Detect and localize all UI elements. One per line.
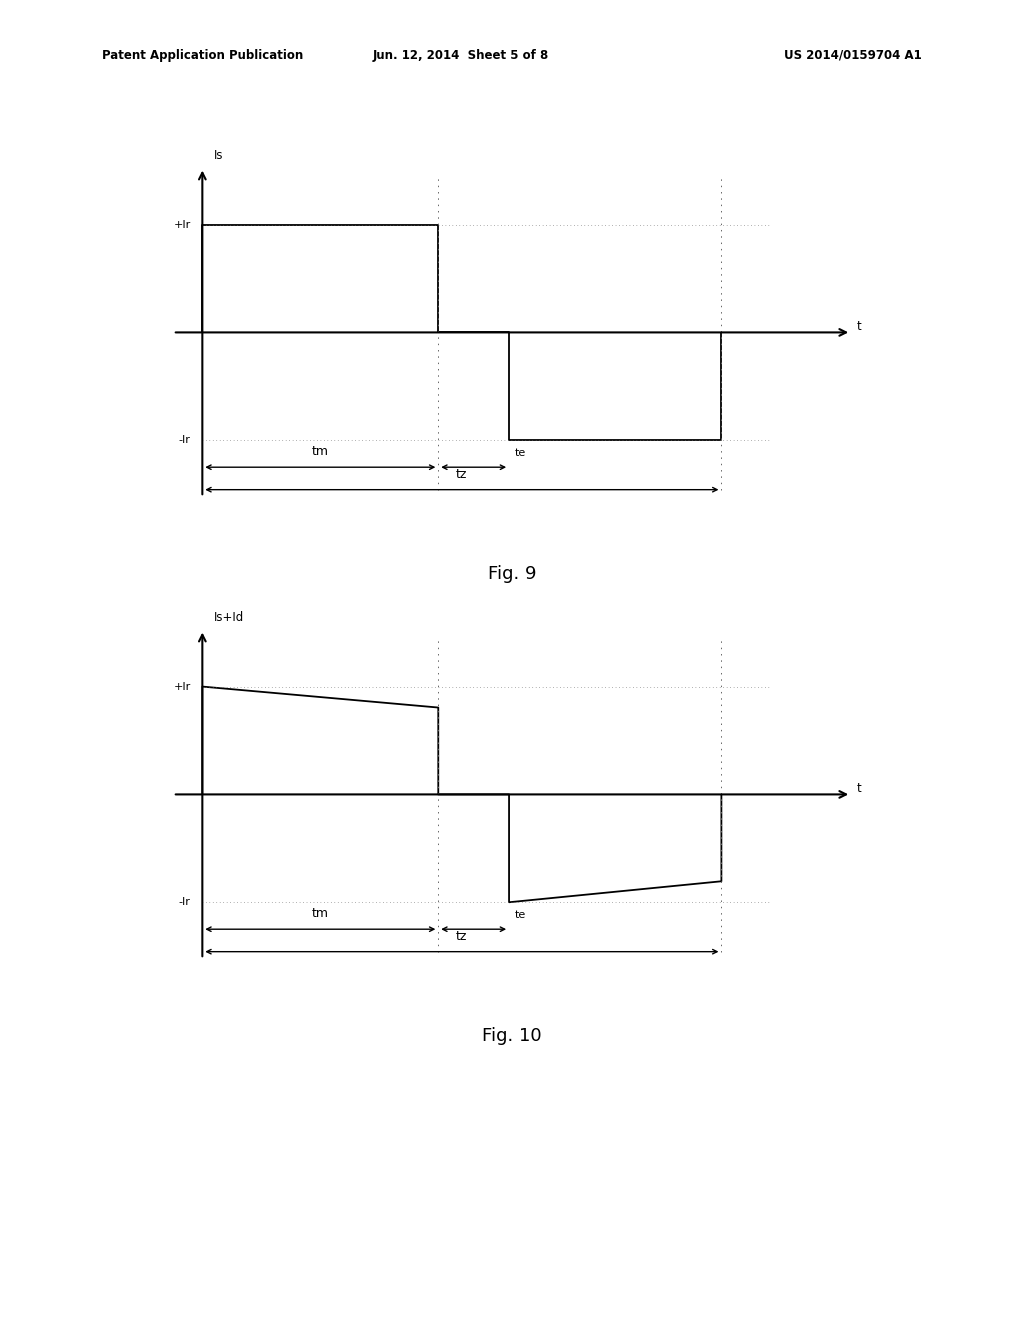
Text: -Ir: -Ir <box>178 436 190 445</box>
Text: te: te <box>515 911 526 920</box>
Text: Is: Is <box>214 149 223 161</box>
Text: Jun. 12, 2014  Sheet 5 of 8: Jun. 12, 2014 Sheet 5 of 8 <box>373 49 549 62</box>
Text: Fig. 10: Fig. 10 <box>482 1027 542 1045</box>
Text: +Ir: +Ir <box>173 219 190 230</box>
Text: t: t <box>857 319 862 333</box>
Text: tm: tm <box>311 445 329 458</box>
Text: tz: tz <box>456 929 468 942</box>
Text: +Ir: +Ir <box>173 681 190 692</box>
Text: te: te <box>515 449 526 458</box>
Text: Patent Application Publication: Patent Application Publication <box>102 49 304 62</box>
Text: t: t <box>857 781 862 795</box>
Text: -Ir: -Ir <box>178 898 190 907</box>
Text: Fig. 9: Fig. 9 <box>487 565 537 583</box>
Text: tm: tm <box>311 907 329 920</box>
Text: tz: tz <box>456 467 468 480</box>
Text: US 2014/0159704 A1: US 2014/0159704 A1 <box>783 49 922 62</box>
Text: Is+Id: Is+Id <box>214 611 245 623</box>
